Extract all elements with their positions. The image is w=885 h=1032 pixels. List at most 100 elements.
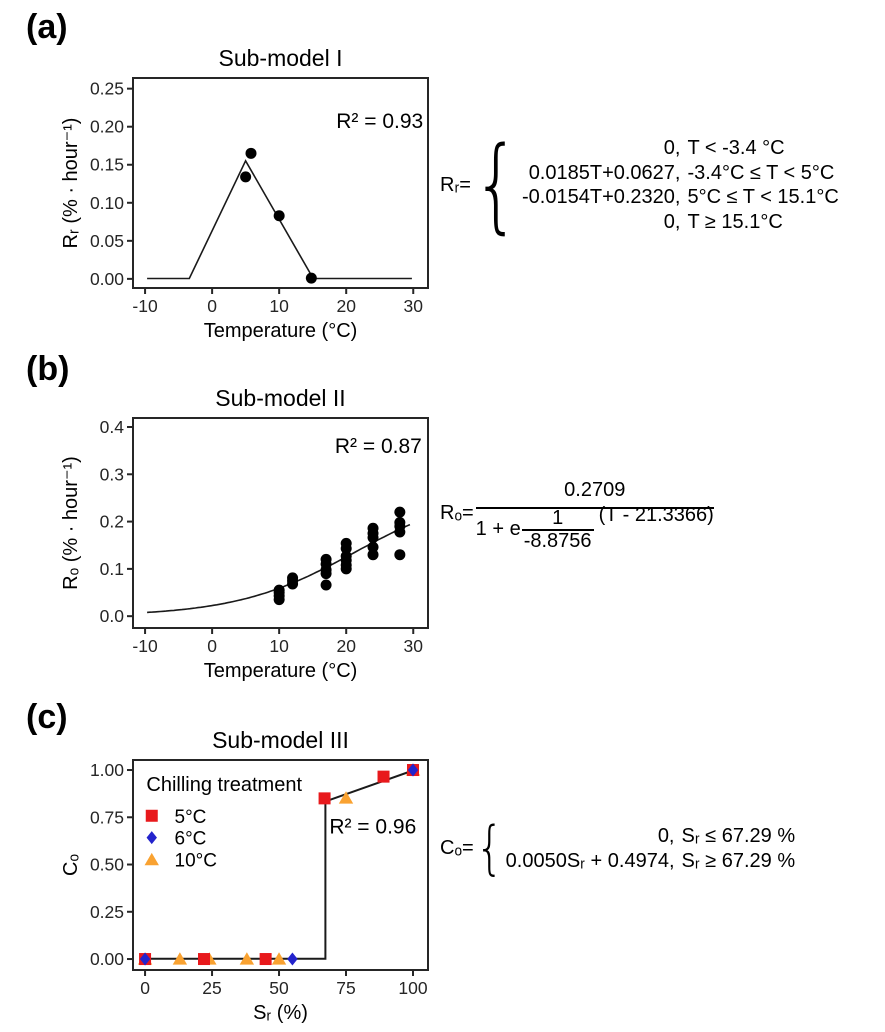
y-tick-label: 0.75 [90, 807, 124, 827]
y-tick-label: 1.00 [90, 760, 124, 780]
circle-marker [340, 537, 352, 549]
chart-title: Sub-model II [215, 385, 345, 411]
y-tick-label: 0.05 [90, 231, 124, 251]
x-tick-label: 30 [404, 296, 424, 316]
equation-submodel-3: Cₒ= { 0, Sᵣ ≤ 67.29 % 0.0050Sᵣ + 0.4974,… [440, 819, 885, 877]
y-tick-label: 0.2 [100, 512, 124, 532]
case-expression: 0, [663, 137, 681, 159]
square-marker [198, 953, 211, 966]
circle-marker [305, 272, 317, 284]
piecewise-cases: 0, T < -3.4 °C 0.0185T+0.0627, -3.4°C ≤ … [522, 136, 839, 234]
circle-marker [394, 517, 406, 529]
case-condition: T < -3.4 °C [687, 137, 785, 159]
y-axis-title: Rₒ (% · hour⁻¹) [60, 456, 82, 590]
equation-lhs: Cₒ= [440, 837, 474, 860]
series-observed [273, 506, 406, 606]
x-tick-label: -10 [132, 636, 158, 656]
fit-line [147, 159, 412, 280]
circle-marker [320, 553, 332, 565]
panel-label-b: (b) [26, 350, 70, 388]
y-tick-label: 0.00 [90, 269, 124, 289]
square-marker [259, 953, 272, 966]
diamond-marker [146, 831, 157, 845]
axes: -10 0 10 20 30 0.00 0.05 0.10 0.15 0.20 0.25 Temper… [60, 77, 429, 342]
circle-marker [367, 522, 379, 534]
diamond-marker [139, 952, 151, 966]
x-tick-label: 0 [140, 978, 150, 998]
legend-label: 10°C [175, 851, 217, 872]
triangle-marker [144, 852, 159, 866]
r-squared-annotation: R² = 0.87 [335, 435, 422, 458]
panel-label-c: (c) [26, 698, 68, 736]
fraction: 0.2709 1 + e 1 -8.8756 (T - 21.3366) [475, 478, 714, 567]
circle-marker [245, 147, 257, 159]
x-tick-label: 20 [336, 636, 356, 656]
panel-border [132, 759, 429, 971]
x-tick-label: 75 [336, 978, 355, 998]
x-tick-label: 10 [269, 296, 289, 316]
x-tick-label: -10 [132, 296, 158, 316]
case-expression: -0.0154T+0.2320, [522, 186, 681, 208]
y-tick-label: 0.1 [100, 559, 124, 579]
triangle-marker [271, 952, 287, 965]
legend-label: 6°C [175, 829, 207, 850]
series-observed [240, 147, 317, 284]
circle-marker [340, 550, 352, 562]
fraction-bar [475, 506, 714, 509]
exponent-argument: (T - 21.3366) [598, 503, 714, 526]
chart-submodel-1: Sub-model I -10 0 10 20 30 0.00 0.05 0.10 0.15 0.2… [60, 45, 429, 342]
brace-glyph: { [472, 125, 521, 245]
y-tick-label: 0.15 [90, 155, 124, 175]
chart-submodel-3: Sub-model III 0 25 50 75 100 0.00 0.25 0.50 0.75 1… [60, 727, 429, 1024]
y-tick-label: 0.4 [100, 417, 125, 437]
circle-marker [273, 210, 285, 222]
x-tick-label: 50 [269, 978, 289, 998]
x-axis-title: Temperature (°C) [204, 320, 358, 342]
triangle-marker [338, 791, 354, 804]
case-expression: 0, [663, 210, 681, 233]
diamond-marker [407, 763, 419, 777]
y-axis-title: Rᵣ (% · hour⁻¹) [60, 118, 82, 249]
axes: 0 25 50 75 100 0.00 0.25 0.50 0.75 1.00 Sᵣ (%) Cₒ [60, 759, 429, 1024]
circle-marker [273, 584, 285, 596]
x-tick-label: 30 [404, 636, 424, 656]
legend-label: 5°C [175, 807, 207, 828]
fit-line [145, 769, 414, 960]
circle-marker [320, 579, 332, 591]
panel-label-a: (a) [26, 8, 68, 46]
circle-marker [394, 549, 406, 561]
square-marker [318, 792, 331, 805]
y-tick-label: 0.25 [90, 79, 124, 99]
case-condition: Sᵣ ≤ 67.29 % [681, 825, 796, 847]
y-tick-label: 0.10 [90, 193, 124, 213]
case-condition: 5°C ≤ T < 15.1°C [687, 186, 839, 208]
panel-border [132, 77, 429, 289]
square-marker [377, 770, 390, 783]
equation-submodel-2: Rₒ= 0.2709 1 + e 1 -8.8756 (T - 21.3366) [440, 478, 885, 567]
circle-marker [394, 506, 406, 518]
x-tick-label: 0 [207, 296, 217, 316]
exponent-fraction: 1 -8.8756 [521, 507, 594, 552]
panel-border [132, 417, 429, 629]
legend: Chilling treatment 5°C6°C10°C [144, 774, 302, 872]
exponent-denominator: -8.8756 [521, 528, 594, 552]
x-tick-label: 100 [398, 978, 427, 998]
y-tick-label: 0.20 [90, 117, 124, 137]
case-expression: 0.0050Sᵣ + 0.4974, [505, 849, 675, 872]
fraction-denominator: 1 + e 1 -8.8756 (T - 21.3366) [476, 504, 714, 567]
equation-submodel-1: Rᵣ= { 0, T < -3.4 °C 0.0185T+0.0627, -3.… [440, 125, 885, 245]
axes: -10 0 10 20 30 0.0 0.1 0.2 0.3 0.4 Temperature (°C… [60, 417, 429, 682]
equation-lhs: Rₒ= [440, 502, 474, 524]
x-tick-label: 20 [336, 296, 356, 316]
x-axis-title: Temperature (°C) [204, 660, 358, 682]
y-tick-label: 0.25 [90, 902, 124, 922]
case-condition: -3.4°C ≤ T < 5°C [687, 161, 835, 184]
x-tick-label: 0 [207, 636, 217, 656]
y-axis-title: Cₒ [60, 854, 82, 876]
fraction-numerator: 0.2709 [564, 479, 626, 501]
circle-marker [367, 541, 379, 553]
case-expression: 0.0185T+0.0627, [528, 161, 681, 184]
chart-title: Sub-model I [218, 45, 342, 71]
triangle-marker [239, 952, 255, 965]
chart-title: Sub-model III [212, 727, 349, 753]
